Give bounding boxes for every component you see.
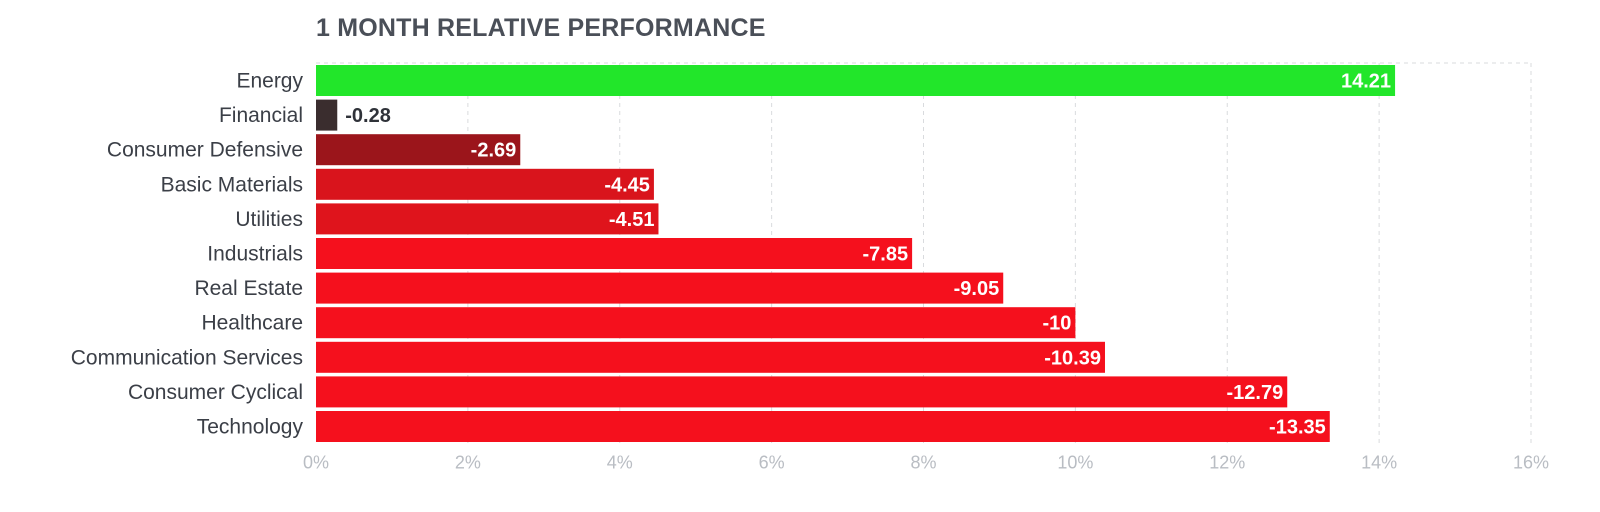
bar — [316, 307, 1076, 339]
x-tick-label: 16% — [1513, 453, 1549, 473]
x-tick-label: 6% — [759, 453, 785, 473]
category-label: Financial — [219, 104, 303, 127]
x-tick-label: 4% — [607, 453, 633, 473]
value-label: 14.21 — [1341, 71, 1391, 93]
value-label: -9.05 — [954, 278, 1000, 300]
value-label: -13.35 — [1269, 417, 1326, 439]
value-label: -0.28 — [345, 105, 391, 127]
bar — [316, 238, 913, 269]
bar — [316, 341, 1105, 373]
category-labels: Energy Financial Consumer Defensive Basic M… — [71, 70, 304, 439]
category-label: Industrials — [207, 243, 303, 266]
x-tick-label: 8% — [910, 453, 936, 473]
x-tick-label: 10% — [1057, 453, 1093, 473]
x-tick-label: 14% — [1361, 453, 1397, 473]
value-label: -12.79 — [1227, 382, 1284, 404]
bar — [316, 99, 338, 131]
bar — [316, 376, 1288, 408]
bar — [316, 272, 1004, 304]
x-tick-label: 2% — [455, 453, 481, 473]
category-label: Consumer Defensive — [107, 139, 303, 162]
bar — [316, 134, 521, 166]
value-label: -10.39 — [1044, 347, 1101, 369]
bar — [316, 203, 659, 235]
value-label: -7.85 — [863, 244, 909, 266]
bars-group — [316, 65, 1396, 442]
bar — [316, 168, 654, 200]
bar — [316, 411, 1330, 442]
value-label: -4.45 — [604, 174, 650, 196]
value-label: -10 — [1042, 313, 1071, 335]
value-label: -2.69 — [471, 140, 517, 162]
category-label: Utilities — [235, 208, 303, 231]
category-label: Technology — [197, 416, 304, 439]
category-label: Communication Services — [71, 346, 303, 369]
value-label: -4.51 — [609, 209, 655, 231]
value-labels: 14.21 -0.28 -2.69 -4.45 -4.51 -7.85 -9.05 -10 -1… — [345, 71, 1391, 439]
category-label: Real Estate — [194, 277, 303, 300]
bar — [316, 65, 1396, 96]
x-tick-label: 0% — [303, 453, 329, 473]
x-axis-ticks: 0% 2% 4% 6% 8% 10% 12% 14% 16% — [303, 453, 1549, 473]
chart-title: 1 MONTH RELATIVE PERFORMANCE — [316, 14, 766, 42]
category-label: Basic Materials — [161, 173, 303, 196]
category-label: Energy — [236, 70, 303, 93]
category-label: Healthcare — [201, 312, 303, 335]
grid-lines — [316, 62, 1532, 444]
x-tick-label: 12% — [1209, 453, 1245, 473]
category-label: Consumer Cyclical — [128, 381, 303, 404]
